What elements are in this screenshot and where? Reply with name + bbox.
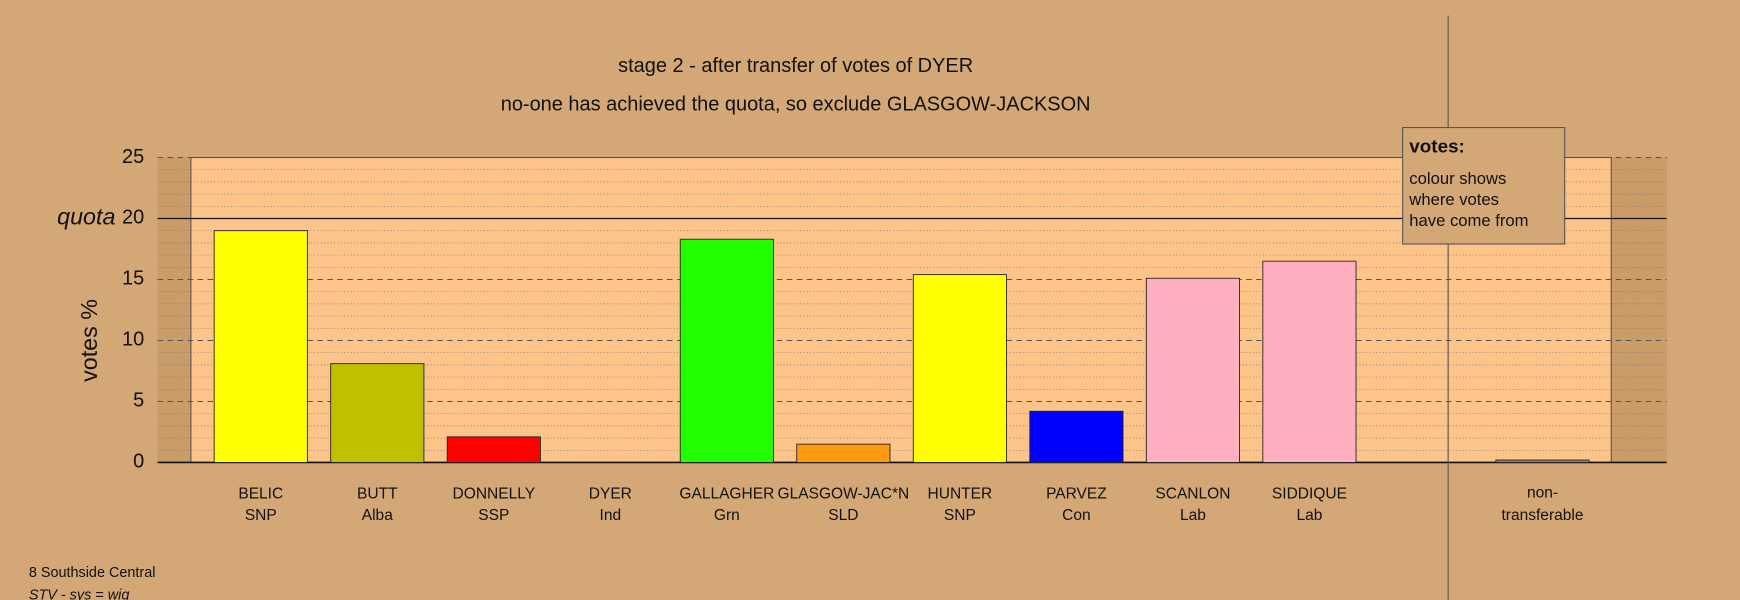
- party-label: SNP: [944, 507, 976, 524]
- x-tick-label: DYER: [589, 486, 632, 503]
- x-tick-label: BUTT: [357, 486, 398, 503]
- chart-title: stage 2 - after transfer of votes of DYE…: [618, 55, 973, 77]
- party-label: Ind: [600, 507, 622, 524]
- x-tick-label: transferable: [1501, 507, 1583, 524]
- party-label: SNP: [245, 507, 277, 524]
- footer: 8 Southside Central: [29, 565, 156, 581]
- party-label: Lab: [1296, 507, 1322, 524]
- y-tick-label: 0: [133, 451, 144, 473]
- legend-text: have come from: [1409, 211, 1528, 230]
- x-tick-label: non-: [1527, 485, 1558, 502]
- party-label: Con: [1062, 507, 1090, 524]
- x-tick-label: BELIC: [238, 486, 283, 503]
- legend-text: where votes: [1408, 190, 1499, 209]
- x-tick-label: DONNELLY: [453, 486, 536, 503]
- bar: [796, 443, 891, 463]
- quota-label: quota: [57, 204, 115, 230]
- bar: [213, 230, 308, 463]
- y-tick-label: 5: [133, 390, 144, 412]
- x-tick-label: GLASGOW-JAC*N: [778, 486, 910, 503]
- x-tick-label: SCANLON: [1155, 486, 1230, 503]
- quota-value: 20: [122, 207, 144, 229]
- party-label: SSP: [478, 507, 509, 524]
- bar: [912, 274, 1007, 463]
- side-shade: [1611, 157, 1667, 463]
- bar: [1262, 260, 1357, 463]
- y-tick-label: 25: [122, 146, 144, 168]
- chart-subtitle: no-one has achieved the quota, so exclud…: [501, 94, 1091, 116]
- x-tick-label: GALLAGHER: [679, 486, 774, 503]
- legend-text: colour shows: [1409, 169, 1506, 188]
- x-tick-label: SIDDIQUE: [1272, 486, 1347, 503]
- y-tick-label: 15: [122, 268, 144, 290]
- bar: [679, 238, 774, 463]
- footer: STV - sys = wig: [29, 587, 129, 600]
- bar: [1145, 277, 1240, 463]
- bar: [446, 436, 541, 463]
- party-label: Alba: [362, 507, 393, 524]
- plot-area: [190, 156, 1612, 464]
- side-shade: [157, 157, 191, 463]
- bar: [330, 363, 425, 463]
- bar: [1029, 410, 1124, 463]
- party-label: Lab: [1180, 507, 1206, 524]
- x-tick-label: HUNTER: [928, 486, 993, 503]
- x-tick-label: PARVEZ: [1046, 486, 1107, 503]
- legend-title: votes:: [1409, 135, 1465, 156]
- y-axis-label: votes %: [76, 299, 102, 382]
- bar: [1495, 459, 1590, 463]
- party-label: SLD: [828, 507, 858, 524]
- legend-box: [1402, 126, 1566, 245]
- y-tick-label: 10: [122, 329, 144, 351]
- party-label: Grn: [714, 507, 740, 524]
